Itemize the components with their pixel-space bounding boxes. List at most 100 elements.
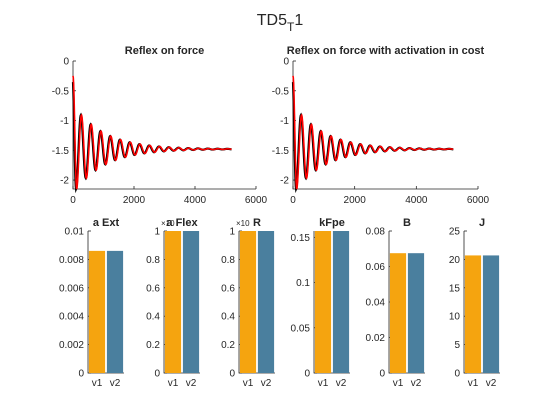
x-tick-label: v2 — [411, 378, 422, 389]
series-line-2 — [72, 75, 232, 190]
bar-v2 — [482, 255, 500, 373]
bar-v2 — [407, 253, 425, 373]
bar-v1 — [239, 231, 257, 373]
x-tick-label: 4000 — [184, 195, 207, 206]
y-tick-label: 0.4 — [221, 312, 235, 323]
y-tick-label: 1 — [229, 227, 235, 238]
y-tick-label: 0.008 — [59, 255, 84, 266]
bar-chart-2: a Flex×10 0 0.2 0.4 0.6 0.8 1 v1 v2 — [146, 217, 200, 389]
y-tick-label: 0.6 — [221, 283, 235, 294]
y-tick-label: -1 — [280, 116, 289, 127]
y-tick-label: 0.4 — [146, 312, 160, 323]
x-tick-label: v1 — [393, 378, 404, 389]
chart-title: a Ext — [93, 217, 120, 229]
chart-title: B — [403, 217, 411, 229]
y-tick-label: 0.2 — [146, 340, 160, 351]
line-chart-1: Reflex on force 0 2000 4000 6000 0 -0.5 -1 -1.5 -… — [52, 45, 268, 206]
y-tick-label: 0 — [283, 57, 289, 68]
chart-title: Reflex on force with activation in cost — [287, 45, 485, 57]
y-tick-label: 15 — [449, 283, 461, 294]
y-exponent-label: ×10 — [161, 219, 175, 228]
y-tick-label: -2 — [280, 176, 289, 187]
x-tick-label: 4000 — [405, 195, 428, 206]
y-tick-label: 0 — [454, 369, 460, 380]
y-tick-label: 0.04 — [366, 298, 386, 309]
y-tick-label: 0.002 — [59, 340, 84, 351]
y-tick-label: 0 — [78, 369, 84, 380]
x-tick-label: 6000 — [245, 195, 268, 206]
chart-title: R — [253, 217, 261, 229]
bar-chart-3: R×10 0 0.2 0.4 0.6 0.8 1 v1 v2 — [221, 217, 275, 389]
x-tick-label: v1 — [92, 378, 103, 389]
y-tick-label: 0.08 — [366, 227, 386, 238]
y-tick-label: 0.01 — [65, 227, 85, 238]
series-line-1 — [71, 82, 232, 194]
y-tick-label: 0.8 — [146, 255, 160, 266]
bar-v1 — [464, 255, 482, 373]
y-tick-label: 0.8 — [221, 255, 235, 266]
chart-title: J — [479, 217, 485, 229]
x-tick-label: 2000 — [344, 195, 367, 206]
y-tick-label: 0.15 — [291, 233, 311, 244]
chart-title: a Flex — [166, 217, 198, 229]
y-tick-label: -0.5 — [52, 86, 70, 97]
bar-v2 — [257, 231, 275, 373]
x-tick-label: 2000 — [123, 195, 146, 206]
x-tick-label: v2 — [261, 378, 272, 389]
x-tick-label: v2 — [186, 378, 197, 389]
y-tick-label: 0 — [304, 369, 310, 380]
y-tick-label: 25 — [449, 227, 461, 238]
bar-v1 — [389, 253, 407, 373]
x-tick-label: v2 — [486, 378, 497, 389]
y-exponent-label: ×10 — [236, 219, 250, 228]
y-tick-label: 0 — [154, 369, 160, 380]
x-tick-label: 0 — [70, 195, 76, 206]
x-tick-label: 0 — [290, 195, 296, 206]
y-tick-label: 0.1 — [296, 278, 310, 289]
bar-chart-1: a Ext 0 0.002 0.004 0.006 0.008 0.01 v1 v2 — [59, 217, 124, 389]
y-tick-label: 0.05 — [291, 323, 311, 334]
chart-title: Reflex on force — [125, 45, 204, 57]
y-tick-label: 0.06 — [366, 262, 386, 273]
y-tick-label: 0 — [63, 57, 69, 68]
series-line-1 — [291, 82, 454, 194]
y-tick-label: 1 — [154, 227, 160, 238]
y-tick-label: 10 — [449, 312, 461, 323]
bar-v2 — [332, 231, 350, 373]
y-tick-label: 0.2 — [221, 340, 235, 351]
x-tick-label: v1 — [168, 378, 179, 389]
x-tick-label: v2 — [110, 378, 121, 389]
bar-v2 — [182, 231, 200, 373]
y-tick-label: -1 — [60, 116, 69, 127]
y-tick-label: -2 — [60, 176, 69, 187]
line-chart-2: Reflex on force with activation in cost0… — [272, 45, 490, 206]
bar-v1 — [314, 231, 332, 373]
y-tick-label: 0.02 — [366, 333, 386, 344]
bar-chart-6: J 0 5 10 15 20 25 v1 v2 — [449, 217, 500, 389]
bar-chart-5: B 0 0.02 0.04 0.06 0.08 v1 v2 — [366, 217, 425, 389]
bar-v2 — [106, 250, 124, 373]
x-tick-label: 6000 — [467, 195, 490, 206]
y-tick-label: 0.006 — [59, 283, 84, 294]
series-line-2 — [292, 75, 454, 190]
bar-v1 — [164, 231, 182, 373]
y-tick-label: 20 — [449, 255, 461, 266]
x-tick-label: v1 — [318, 378, 329, 389]
y-tick-label: -1.5 — [52, 146, 70, 157]
y-tick-label: 5 — [454, 340, 460, 351]
x-tick-label: v1 — [468, 378, 479, 389]
y-tick-label: 0.6 — [146, 283, 160, 294]
axes-frame — [292, 61, 478, 190]
bar-chart-4: kFpe 0 0.05 0.1 0.15 v1 v2 — [291, 217, 350, 389]
y-tick-label: 0 — [229, 369, 235, 380]
y-tick-label: -1.5 — [272, 146, 290, 157]
y-tick-label: -0.5 — [272, 86, 290, 97]
bar-v1 — [88, 250, 106, 373]
y-tick-label: 0 — [379, 369, 385, 380]
figure-title: TD5T1 — [257, 12, 304, 34]
x-tick-label: v1 — [243, 378, 254, 389]
axes-frame — [72, 61, 256, 190]
y-tick-label: 0.004 — [59, 312, 84, 323]
